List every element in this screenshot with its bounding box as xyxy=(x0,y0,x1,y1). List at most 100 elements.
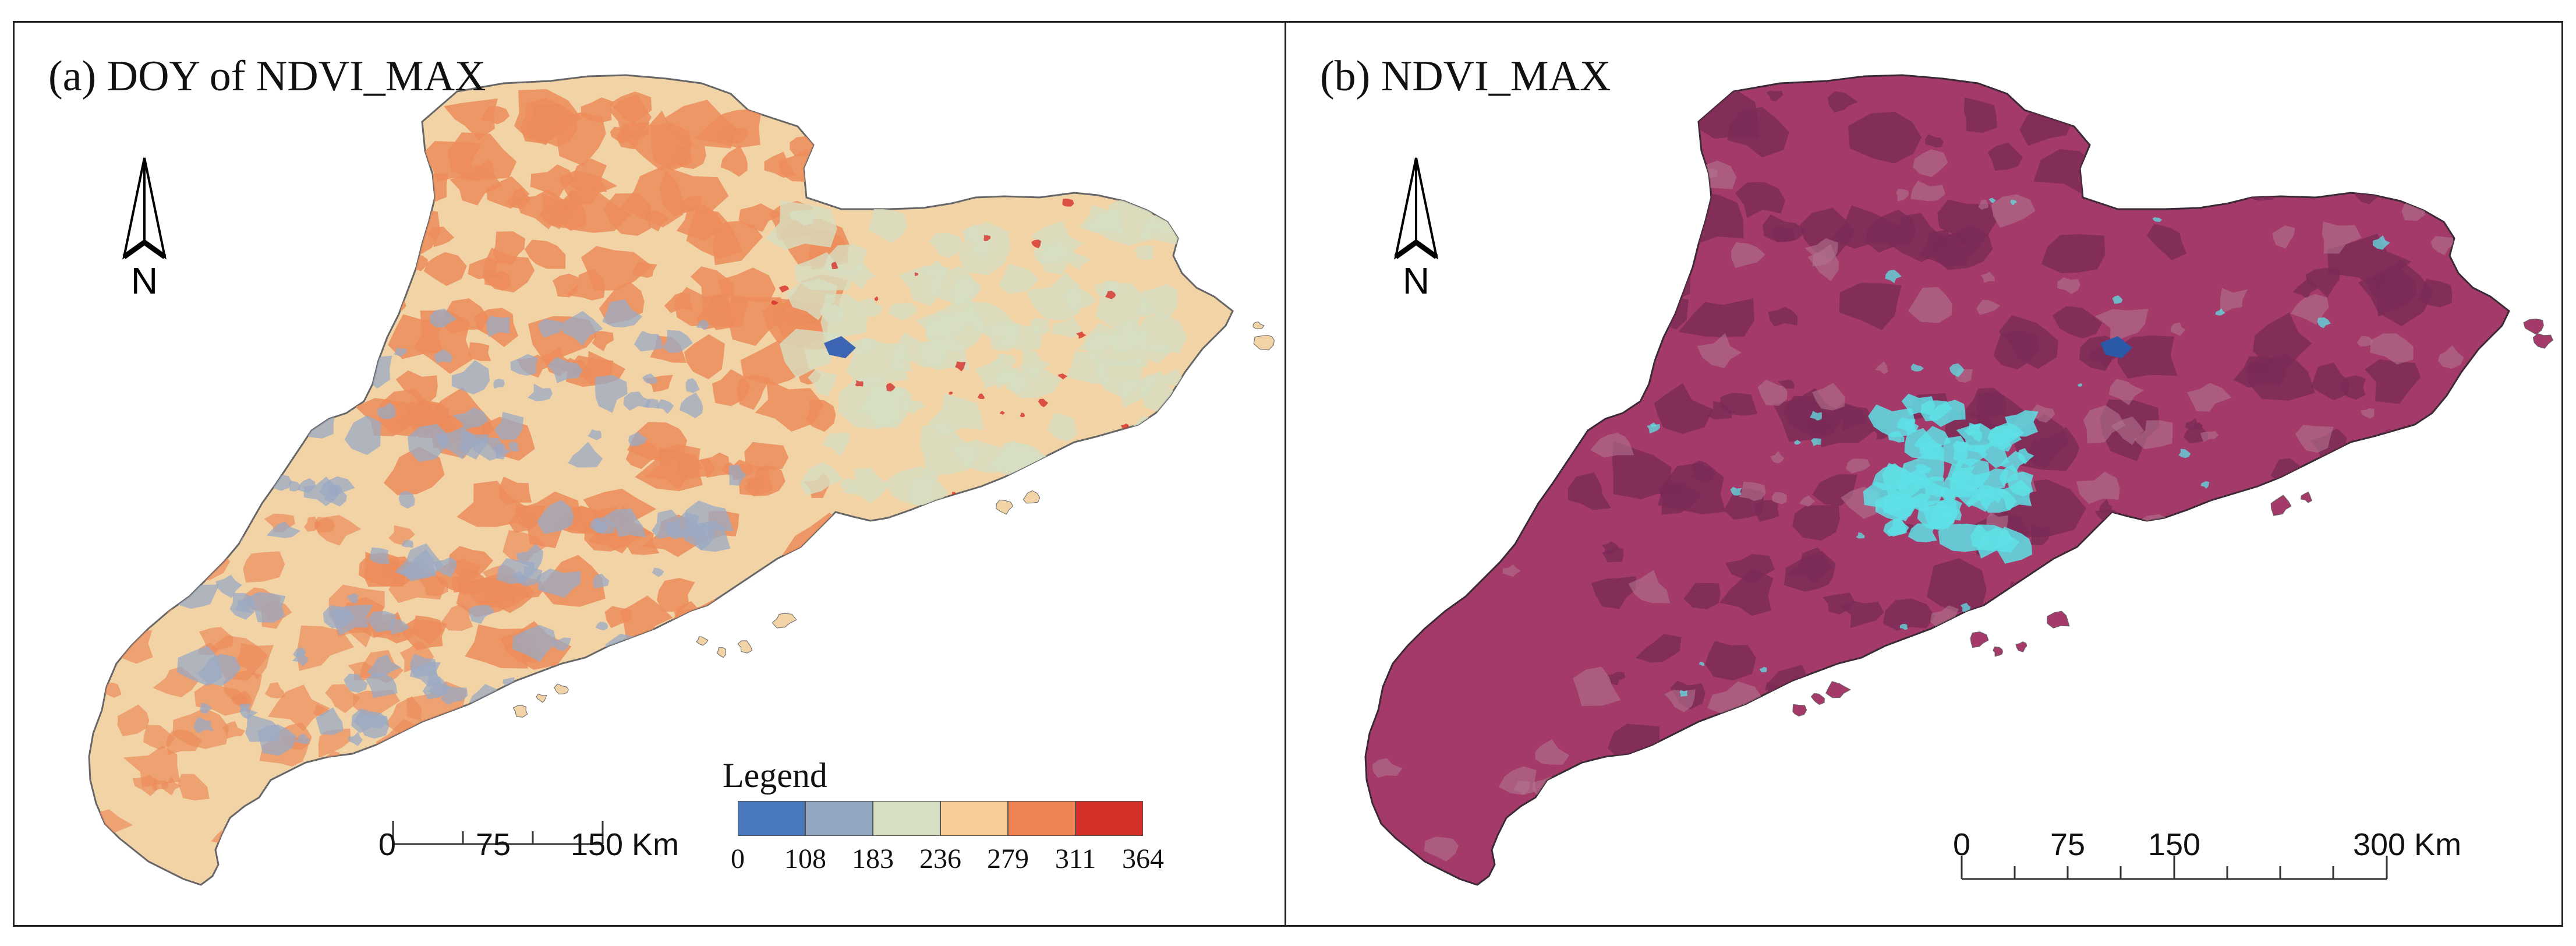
doy-mid-patch xyxy=(391,742,404,751)
urban-patch xyxy=(1868,404,1916,438)
dense-vegetation-patch xyxy=(1857,701,1877,717)
doy-late-patch xyxy=(620,595,673,640)
scale-tick-75: 75 xyxy=(475,827,511,862)
dense-vegetation-patch xyxy=(1612,111,1636,130)
doy-late-patch xyxy=(720,146,748,177)
legend-break-label: 0 xyxy=(731,843,745,874)
urban-patch xyxy=(1810,411,1822,421)
doy-mid-patch xyxy=(823,432,850,457)
doy-mid-patch xyxy=(447,730,461,741)
dense-vegetation-patch xyxy=(1678,298,1754,337)
dense-vegetation-patch xyxy=(2172,129,2192,142)
doy-late-patch xyxy=(161,776,182,796)
mixed-patch xyxy=(2437,345,2464,369)
mixed-patch xyxy=(1498,766,1537,795)
doy-late-patch xyxy=(674,616,700,632)
doy-mid-patch xyxy=(512,624,557,662)
dense-vegetation-patch xyxy=(1683,583,1721,609)
mixed-patch xyxy=(2187,383,2232,412)
dense-vegetation-patch xyxy=(1762,214,1807,242)
map-ndvi-max xyxy=(1364,74,2553,886)
doy-early-patch xyxy=(983,235,991,241)
doy-mid-patch xyxy=(516,544,543,573)
urban-patch xyxy=(1961,602,1971,612)
dense-vegetation-patch xyxy=(2035,715,2065,742)
doy-early-patch xyxy=(955,361,966,372)
doy-late-patch xyxy=(603,193,652,236)
doy-mid-patch xyxy=(1025,272,1081,321)
doy-mid-patch xyxy=(842,467,890,504)
doy-early-patch xyxy=(949,391,953,395)
doy-mid-patch xyxy=(1094,280,1121,296)
dense-vegetation-patch xyxy=(1602,546,1624,563)
doy-late-patch xyxy=(98,539,139,564)
dense-vegetation-patch xyxy=(1658,462,1726,514)
urban-patch xyxy=(1928,400,1966,427)
doy-mid-patch xyxy=(203,467,251,502)
dense-vegetation-patch xyxy=(2348,644,2368,665)
mixed-patch xyxy=(1981,271,1995,283)
urban-patch xyxy=(2405,503,2416,514)
dense-vegetation-patch xyxy=(1840,601,1884,629)
doy-early-patch xyxy=(855,380,864,387)
mixed-patch xyxy=(2290,294,2329,325)
dense-vegetation-patch xyxy=(1883,598,1935,631)
north-label: N xyxy=(130,260,158,302)
doy-early-patch xyxy=(1076,331,1087,339)
urban-patch xyxy=(1988,197,1997,204)
doy-late-patch xyxy=(503,530,547,564)
dense-vegetation-patch xyxy=(2137,599,2171,623)
urban-patch xyxy=(2206,630,2214,635)
scale-bar-graphic xyxy=(1961,856,2388,880)
mixed-patch xyxy=(1731,242,1765,269)
doy-mid-patch xyxy=(295,733,310,744)
doy-late-patch xyxy=(178,774,210,801)
doy-mid-patch xyxy=(245,713,281,742)
dense-vegetation-patch xyxy=(1919,668,1941,689)
dense-vegetation-patch xyxy=(2365,359,2421,404)
dense-vegetation-patch xyxy=(2223,508,2266,547)
dense-vegetation-patch xyxy=(1720,393,1758,416)
urban-patch xyxy=(1938,684,1952,694)
mixed-patch xyxy=(1896,189,1909,202)
doy-mid-patch xyxy=(470,437,503,461)
doy-mid-patch xyxy=(1047,412,1077,442)
doy-mid-patch xyxy=(795,252,855,291)
island xyxy=(1993,646,2004,657)
island xyxy=(1253,334,1275,351)
mixed-patch xyxy=(2199,627,2234,665)
doy-mid-patch xyxy=(238,474,264,492)
doy-mid-patch xyxy=(868,208,908,243)
urban-patch xyxy=(2010,200,2018,206)
doy-late-patch xyxy=(450,171,503,206)
dense-vegetation-patch xyxy=(1562,347,1612,378)
dense-vegetation-patch xyxy=(2285,628,2345,681)
doy-late-patch xyxy=(518,676,553,699)
dense-vegetation-patch xyxy=(2006,590,2033,609)
urban-patch xyxy=(1973,439,2009,468)
doy-mid-patch xyxy=(663,680,689,705)
island xyxy=(737,640,753,654)
doy-mid-patch xyxy=(177,645,223,686)
doy-mid-patch xyxy=(710,626,742,650)
doy-mid-patch xyxy=(487,729,501,740)
doy-mid-patch xyxy=(344,673,368,693)
legend-swatch xyxy=(873,801,940,836)
urban-patch xyxy=(2178,449,2191,458)
doy-late-patch xyxy=(616,122,649,150)
doy-early-patch xyxy=(1038,398,1049,408)
mixed-patch xyxy=(1496,228,1508,238)
mixed-patch xyxy=(2095,309,2149,344)
dense-vegetation-patch xyxy=(2041,234,2106,273)
doy-mid-patch xyxy=(1130,415,1183,458)
mixed-patch xyxy=(1535,246,1569,278)
doy-mid-patch xyxy=(595,622,608,631)
doy-mid-patch xyxy=(451,360,490,394)
doy-late-patch xyxy=(664,292,694,313)
urban-patch xyxy=(2365,470,2370,475)
doy-late-patch xyxy=(676,204,723,241)
doy-mid-patch xyxy=(536,568,581,598)
dense-vegetation-patch xyxy=(1987,142,2023,171)
doy-early-patch xyxy=(1020,412,1025,418)
mixed-patch xyxy=(2108,379,2144,405)
